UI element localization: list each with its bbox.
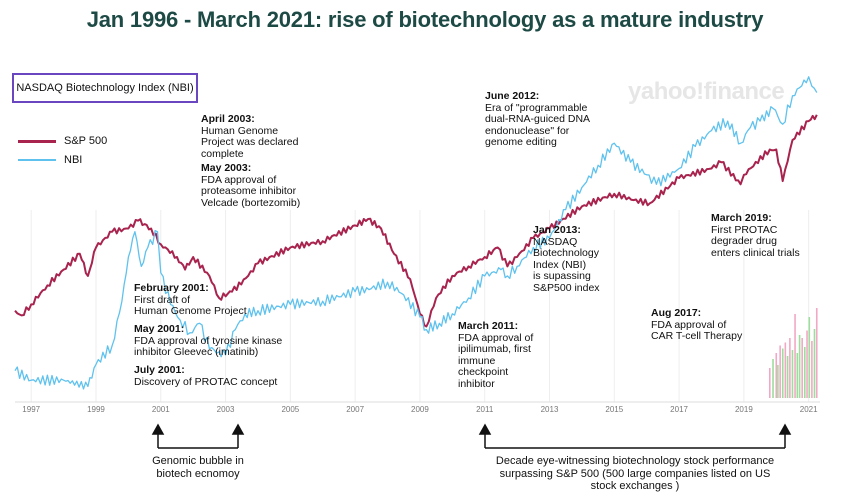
legend-label-nbi: NBI [64,154,83,166]
legend-item-nbi: NBI [18,154,82,166]
x-tick-label-2003: 2003 [217,405,235,414]
x-tick-label-2021: 2021 [800,405,818,414]
x-tick-label-2019: 2019 [735,405,753,414]
decade-range-indicator [478,423,792,449]
volume-bar [815,308,818,398]
volume-bar [796,353,799,398]
x-axis-ticks: 1997 1999 2001 2003 2005 2007 2009 2011 2013 2015… [22,405,818,414]
volume-bar [781,348,784,398]
volume-bar [798,335,801,398]
volume-bar [808,317,811,398]
volume-bar [801,338,803,398]
annotation-jan-2013: Jan 2013: NASDAQ Biotechnology Index (NB… [533,224,600,294]
index-title-box: NASDAQ Biotechnology Index (NBI) [12,73,198,103]
volume-bar [768,368,771,398]
annotation-july-2001: July 2001: Discovery of PROTAC concept [134,364,278,388]
annotation-feb-2001: February 2001: First draft of Human Geno… [134,282,247,317]
annotation-march-2019: March 2019: First PROTAC degrader drug e… [711,212,800,259]
yahoo-finance-watermark: yahoo!finance [628,78,785,105]
legend-swatch-sp500 [18,139,56,143]
volume-bar [772,359,774,398]
x-tick-label-2009: 2009 [411,405,429,414]
volume-bars [768,308,818,398]
legend-label-sp500: S&P 500 [64,135,108,147]
volume-bar [791,350,794,398]
x-tick-label-2007: 2007 [346,405,364,414]
x-tick-label-2001: 2001 [152,405,170,414]
volume-bar [811,341,813,398]
biotech-decade-note: Decade eye-witnessing biotechnology stoc… [495,455,775,492]
series-line-sp500 [14,114,818,328]
annotation-june-2012: June 2012: Era of "programmable dual-RNA… [485,90,591,148]
volume-bar [803,347,806,398]
x-tick-label-1997: 1997 [22,405,40,414]
volume-bar [789,338,791,398]
annotation-may-2003: May 2003: FDA approval of proteasome inh… [201,162,301,209]
x-tick-label-1999: 1999 [87,405,105,414]
annotation-march-2011: March 2011: FDA approval of ipilimumab, … [458,320,534,390]
series-line-nbi [14,76,818,390]
volume-bar [794,314,796,398]
x-tick-label-2013: 2013 [541,405,559,414]
annotation-april-2003: April 2003: Human Genome Project was dec… [201,113,299,160]
genomic-bubble-note: Genomic bubble in biotech ecnomoy [152,455,244,480]
volume-bar [779,345,781,398]
volume-bar [784,342,787,398]
bubble-range-indicator [151,423,245,449]
page-title: Jan 1996 - March 2021: rise of biotechno… [86,7,764,32]
volume-bar [786,356,789,398]
x-tick-label-2017: 2017 [670,405,688,414]
x-tick-label-2015: 2015 [605,405,623,414]
annotation-may-2001: May 2001: FDA approval of tyrosine kinas… [134,323,283,358]
volume-bar [813,329,816,398]
volume-bar [806,330,808,398]
legend-swatch-nbi [18,159,56,161]
x-tick-label-2011: 2011 [476,405,494,414]
volume-bar [775,353,778,398]
annotation-aug-2017: Aug 2017: FDA approval of CAR T-cell The… [651,307,743,342]
series-lines [14,76,818,390]
volume-bar [777,365,779,398]
x-tick-label-2005: 2005 [281,405,299,414]
legend-item-sp500: S&P 500 [18,135,107,147]
